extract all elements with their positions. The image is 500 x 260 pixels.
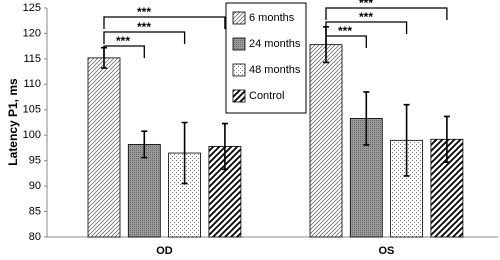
bar [87, 57, 121, 238]
significance-bracket [325, 35, 367, 48]
legend-swatch [232, 37, 246, 51]
significance-label: *** [137, 5, 151, 19]
error-bar [363, 91, 370, 146]
error-bar [221, 122, 228, 171]
legend-swatch [232, 63, 246, 77]
y-tick-label: 115 [23, 53, 41, 65]
significance-bracket [325, 7, 448, 20]
legend-swatch [232, 11, 246, 25]
y-tick-label: 100 [23, 129, 41, 141]
y-tick-label: 125 [23, 2, 41, 14]
significance-bracket [103, 31, 186, 44]
bar [127, 143, 161, 238]
y-tick-label: 80 [29, 231, 41, 243]
error-bar [443, 115, 450, 163]
y-axis-label: Latency P1, ms [6, 78, 20, 166]
y-tick-label: 105 [23, 104, 41, 116]
legend-label: 6 months [249, 12, 295, 24]
legend-swatch [232, 89, 246, 103]
significance-bracket [103, 45, 145, 58]
x-tick-label: OD [156, 245, 173, 257]
significance-label: *** [359, 0, 373, 10]
significance-bracket [325, 21, 408, 34]
significance-bracket [103, 16, 226, 29]
legend-label: 48 months [249, 64, 301, 76]
y-tick-label: 95 [29, 155, 41, 167]
significance-label: *** [359, 10, 373, 24]
y-tick-label: 90 [29, 180, 41, 192]
error-bar [181, 121, 188, 185]
significance-label: *** [137, 20, 151, 34]
significance-label: *** [116, 34, 130, 48]
bar [309, 44, 343, 238]
x-tick-label: OS [378, 245, 394, 257]
significance-label: *** [338, 24, 352, 38]
y-tick-label: 110 [23, 78, 41, 90]
error-bar [403, 103, 410, 177]
legend-label: Control [249, 90, 284, 102]
legend-label: 24 months [249, 38, 301, 50]
y-tick-label: 85 [29, 205, 41, 217]
error-bar [141, 130, 148, 159]
y-tick-label: 120 [23, 27, 41, 39]
